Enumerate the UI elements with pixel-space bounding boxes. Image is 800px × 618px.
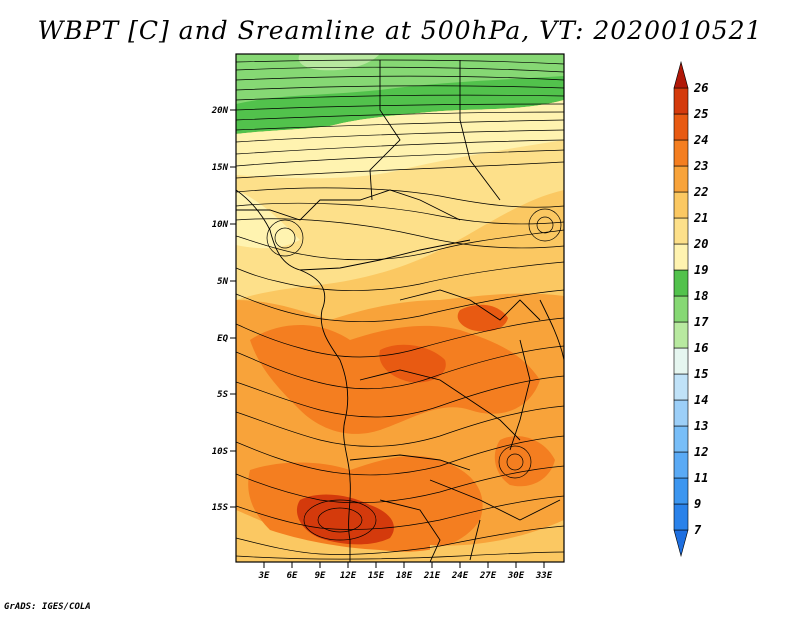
colorbar: 7 9 11 12 13 14 15 16 17 18 19 20 21 22 23 24 25 26 <box>673 60 709 558</box>
colorbar-swatch <box>673 217 689 245</box>
lat-tick-label: 5S <box>217 390 228 400</box>
map-title: WBPT [C] and Sreamline at 500hPa, VT: 20… <box>37 16 763 45</box>
credit-label: GrADS: IGES/COLA <box>4 602 91 612</box>
colorbar-swatch <box>673 321 689 349</box>
colorbar-swatch <box>673 165 689 193</box>
lat-tick-label: 20N <box>211 106 229 116</box>
colorbar-label: 9 <box>694 497 701 511</box>
colorbar-label: 17 <box>694 315 709 329</box>
lon-tick-label: 15E <box>368 571 385 581</box>
colorbar-swatch <box>673 529 689 558</box>
colorbar-label: 24 <box>693 133 708 147</box>
colorbar-label: 16 <box>694 341 708 355</box>
lon-tick-label: 24E <box>451 571 469 581</box>
colorbar-swatch <box>673 477 689 505</box>
colorbar-label: 21 <box>693 211 708 225</box>
colorbar-label: 26 <box>693 81 708 95</box>
colorbar-swatch <box>673 399 689 427</box>
colorbar-label: 13 <box>694 419 708 433</box>
colorbar-label: 19 <box>694 263 708 277</box>
colorbar-swatch <box>673 60 689 89</box>
latitude-axis: 20N 15N 10N 5N EQ 5S 10S 15S <box>211 106 236 513</box>
lon-tick-label: 18E <box>396 571 413 581</box>
lat-tick-label: 15N <box>212 163 229 173</box>
colorbar-label: 15 <box>694 367 708 381</box>
colorbar-label: 25 <box>693 107 708 121</box>
colorbar-swatch <box>673 503 689 531</box>
colorbar-label: 20 <box>693 237 708 251</box>
lon-tick-label: 9E <box>315 571 326 581</box>
lat-tick-label: 15S <box>212 503 229 513</box>
colorbar-swatch <box>673 373 689 401</box>
colorbar-label: 7 <box>694 523 702 537</box>
colorbar-swatch <box>673 113 689 141</box>
colorbar-swatch <box>673 451 689 479</box>
colorbar-swatch <box>673 269 689 297</box>
lat-tick-label: EQ <box>217 334 228 344</box>
colorbar-label: 12 <box>694 445 708 459</box>
streamlines <box>236 59 564 560</box>
colorbar-swatch <box>673 295 689 323</box>
colorbar-label: 22 <box>693 185 708 199</box>
map-frame <box>235 53 565 563</box>
colorbar-label: 18 <box>694 289 708 303</box>
colorbar-label: 14 <box>694 393 708 407</box>
lon-tick-label: 27E <box>479 571 497 581</box>
lon-tick-label: 30E <box>507 571 525 581</box>
colorbar-label: 11 <box>694 471 708 485</box>
lon-tick-label: 33E <box>535 571 553 581</box>
wbpt-shading <box>236 54 564 562</box>
lat-tick-label: 10N <box>212 220 229 230</box>
colorbar-swatch <box>673 425 689 453</box>
lon-tick-label: 6E <box>287 571 298 581</box>
country-borders <box>236 60 564 562</box>
lon-tick-label: 12E <box>340 571 357 581</box>
lat-tick-label: 5N <box>217 277 228 287</box>
colorbar-swatch <box>673 87 689 115</box>
longitude-axis: 3E 6E 9E 12E 15E 18E 21E 24E 27E 30E 33E <box>258 562 553 581</box>
colorbar-label: 23 <box>693 159 708 173</box>
colorbar-swatch <box>673 191 689 219</box>
colorbar-swatch <box>673 243 689 271</box>
lon-tick-label: 3E <box>258 571 270 581</box>
colorbar-swatch <box>673 347 689 375</box>
colorbar-swatch <box>673 139 689 167</box>
lat-tick-label: 10S <box>212 447 229 457</box>
lon-tick-label: 21E <box>423 571 441 581</box>
